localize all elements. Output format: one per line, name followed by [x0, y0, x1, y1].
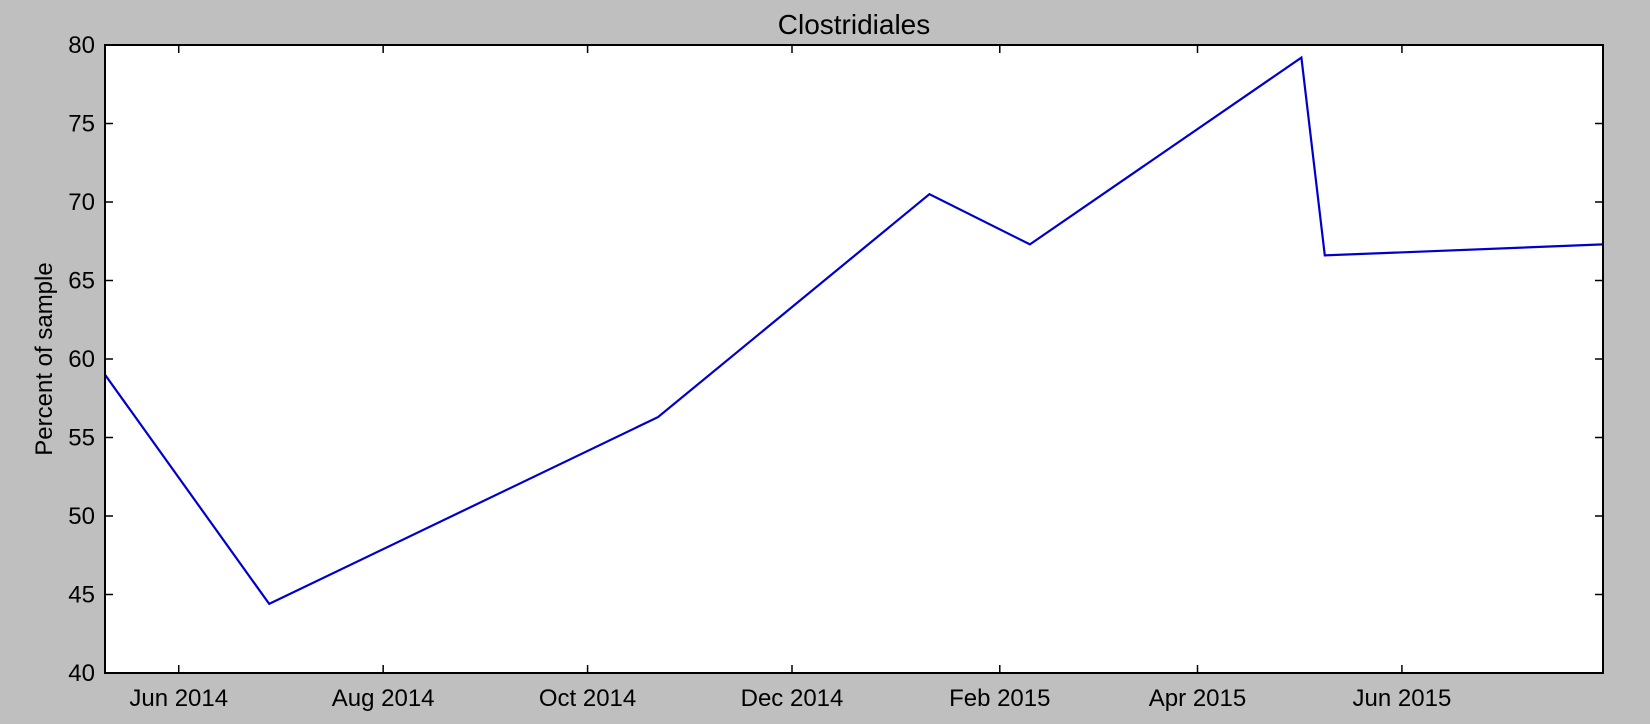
x-tick-label: Jun 2015	[1353, 685, 1452, 712]
y-tick-label: 60	[68, 346, 95, 373]
x-tick-label: Feb 2015	[949, 685, 1050, 712]
x-tick-label: Apr 2015	[1149, 685, 1246, 712]
y-tick-label: 50	[68, 503, 95, 530]
y-tick-label: 55	[68, 425, 95, 452]
series-line	[104, 55, 1604, 606]
y-axis: 40 45 50 55 60 65 70 75 80	[68, 32, 1603, 687]
y-tick-label: 75	[68, 111, 95, 138]
y-tick-label: 80	[68, 32, 95, 59]
y-tick-label: 40	[68, 660, 95, 687]
chart-title: Clostridiales	[778, 9, 931, 40]
x-axis: Jun 2014 Aug 2014 Oct 2014 Dec 2014 Feb 2015…	[129, 45, 1451, 712]
y-tick-label: 45	[68, 582, 95, 609]
x-tick-label: Aug 2014	[332, 685, 435, 712]
plot-frame	[104, 44, 1604, 674]
series-layer	[104, 55, 1604, 606]
x-tick-label: Oct 2014	[539, 685, 636, 712]
y-tick-label: 65	[68, 268, 95, 295]
x-tick-label: Dec 2014	[741, 685, 844, 712]
plot-area	[105, 45, 1603, 673]
y-axis-label: Percent of sample	[31, 262, 58, 455]
x-tick-label: Jun 2014	[129, 685, 228, 712]
y-tick-label: 70	[68, 189, 95, 216]
